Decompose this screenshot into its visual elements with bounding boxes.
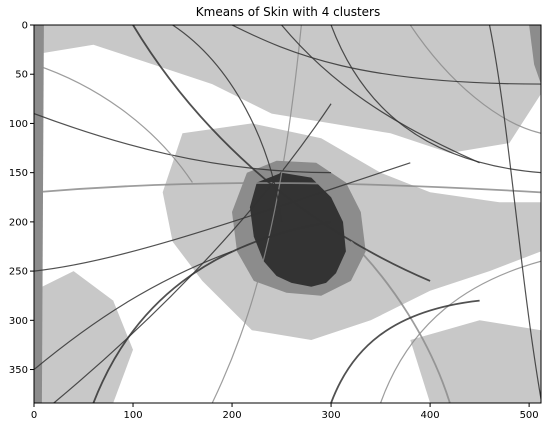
y-tick-label: 200 [9,217,28,228]
hair-strand-0 [34,182,541,194]
hair-strand-14 [231,25,541,85]
hair-strand-12 [350,240,451,403]
x-axis: 0 100 200 300 400 500 [31,403,539,421]
y-tick-label: 50 [15,70,28,81]
hair-strand-9 [380,260,541,403]
hair-strand-8 [92,220,332,403]
x-tick-label: 400 [421,410,440,421]
kmeans-image [34,25,541,403]
hair-strand-10 [281,25,480,164]
hair-strand-7 [34,113,332,174]
hair-strand-6 [409,25,541,134]
hair-strand-15 [34,63,193,183]
y-tick-label: 100 [9,119,28,130]
dark-cluster-lesion [249,172,346,287]
chart-title: Kmeans of Skin with 4 clusters [196,5,380,19]
edge-cluster-region-1 [529,25,541,85]
plot-frame [33,24,542,404]
y-axis: 0 50 100 150 200 250 300 350 [9,21,34,376]
x-tick-label: 200 [223,410,242,421]
hair-strand-1 [34,162,411,272]
x-tick-label: 500 [520,410,539,421]
light-cluster-region-0 [34,25,541,153]
y-tick-label: 350 [9,365,28,376]
hair-strand-11 [34,250,233,370]
edge-cluster-region-0 [34,25,44,403]
hair-strand-17 [488,25,541,400]
x-tick-label: 0 [31,410,37,421]
hair-strand-2 [53,103,332,403]
hair-strand-3 [211,25,302,403]
hair-strand-16 [330,299,480,403]
hair-strand-13 [172,25,283,222]
x-tick-label: 100 [123,410,142,421]
y-tick-label: 150 [9,168,28,179]
hair-strand-5 [330,25,541,174]
x-tick-label: 300 [322,410,341,421]
y-tick-label: 250 [9,267,28,278]
y-tick-label: 300 [9,316,28,327]
y-tick-label: 0 [22,21,28,32]
